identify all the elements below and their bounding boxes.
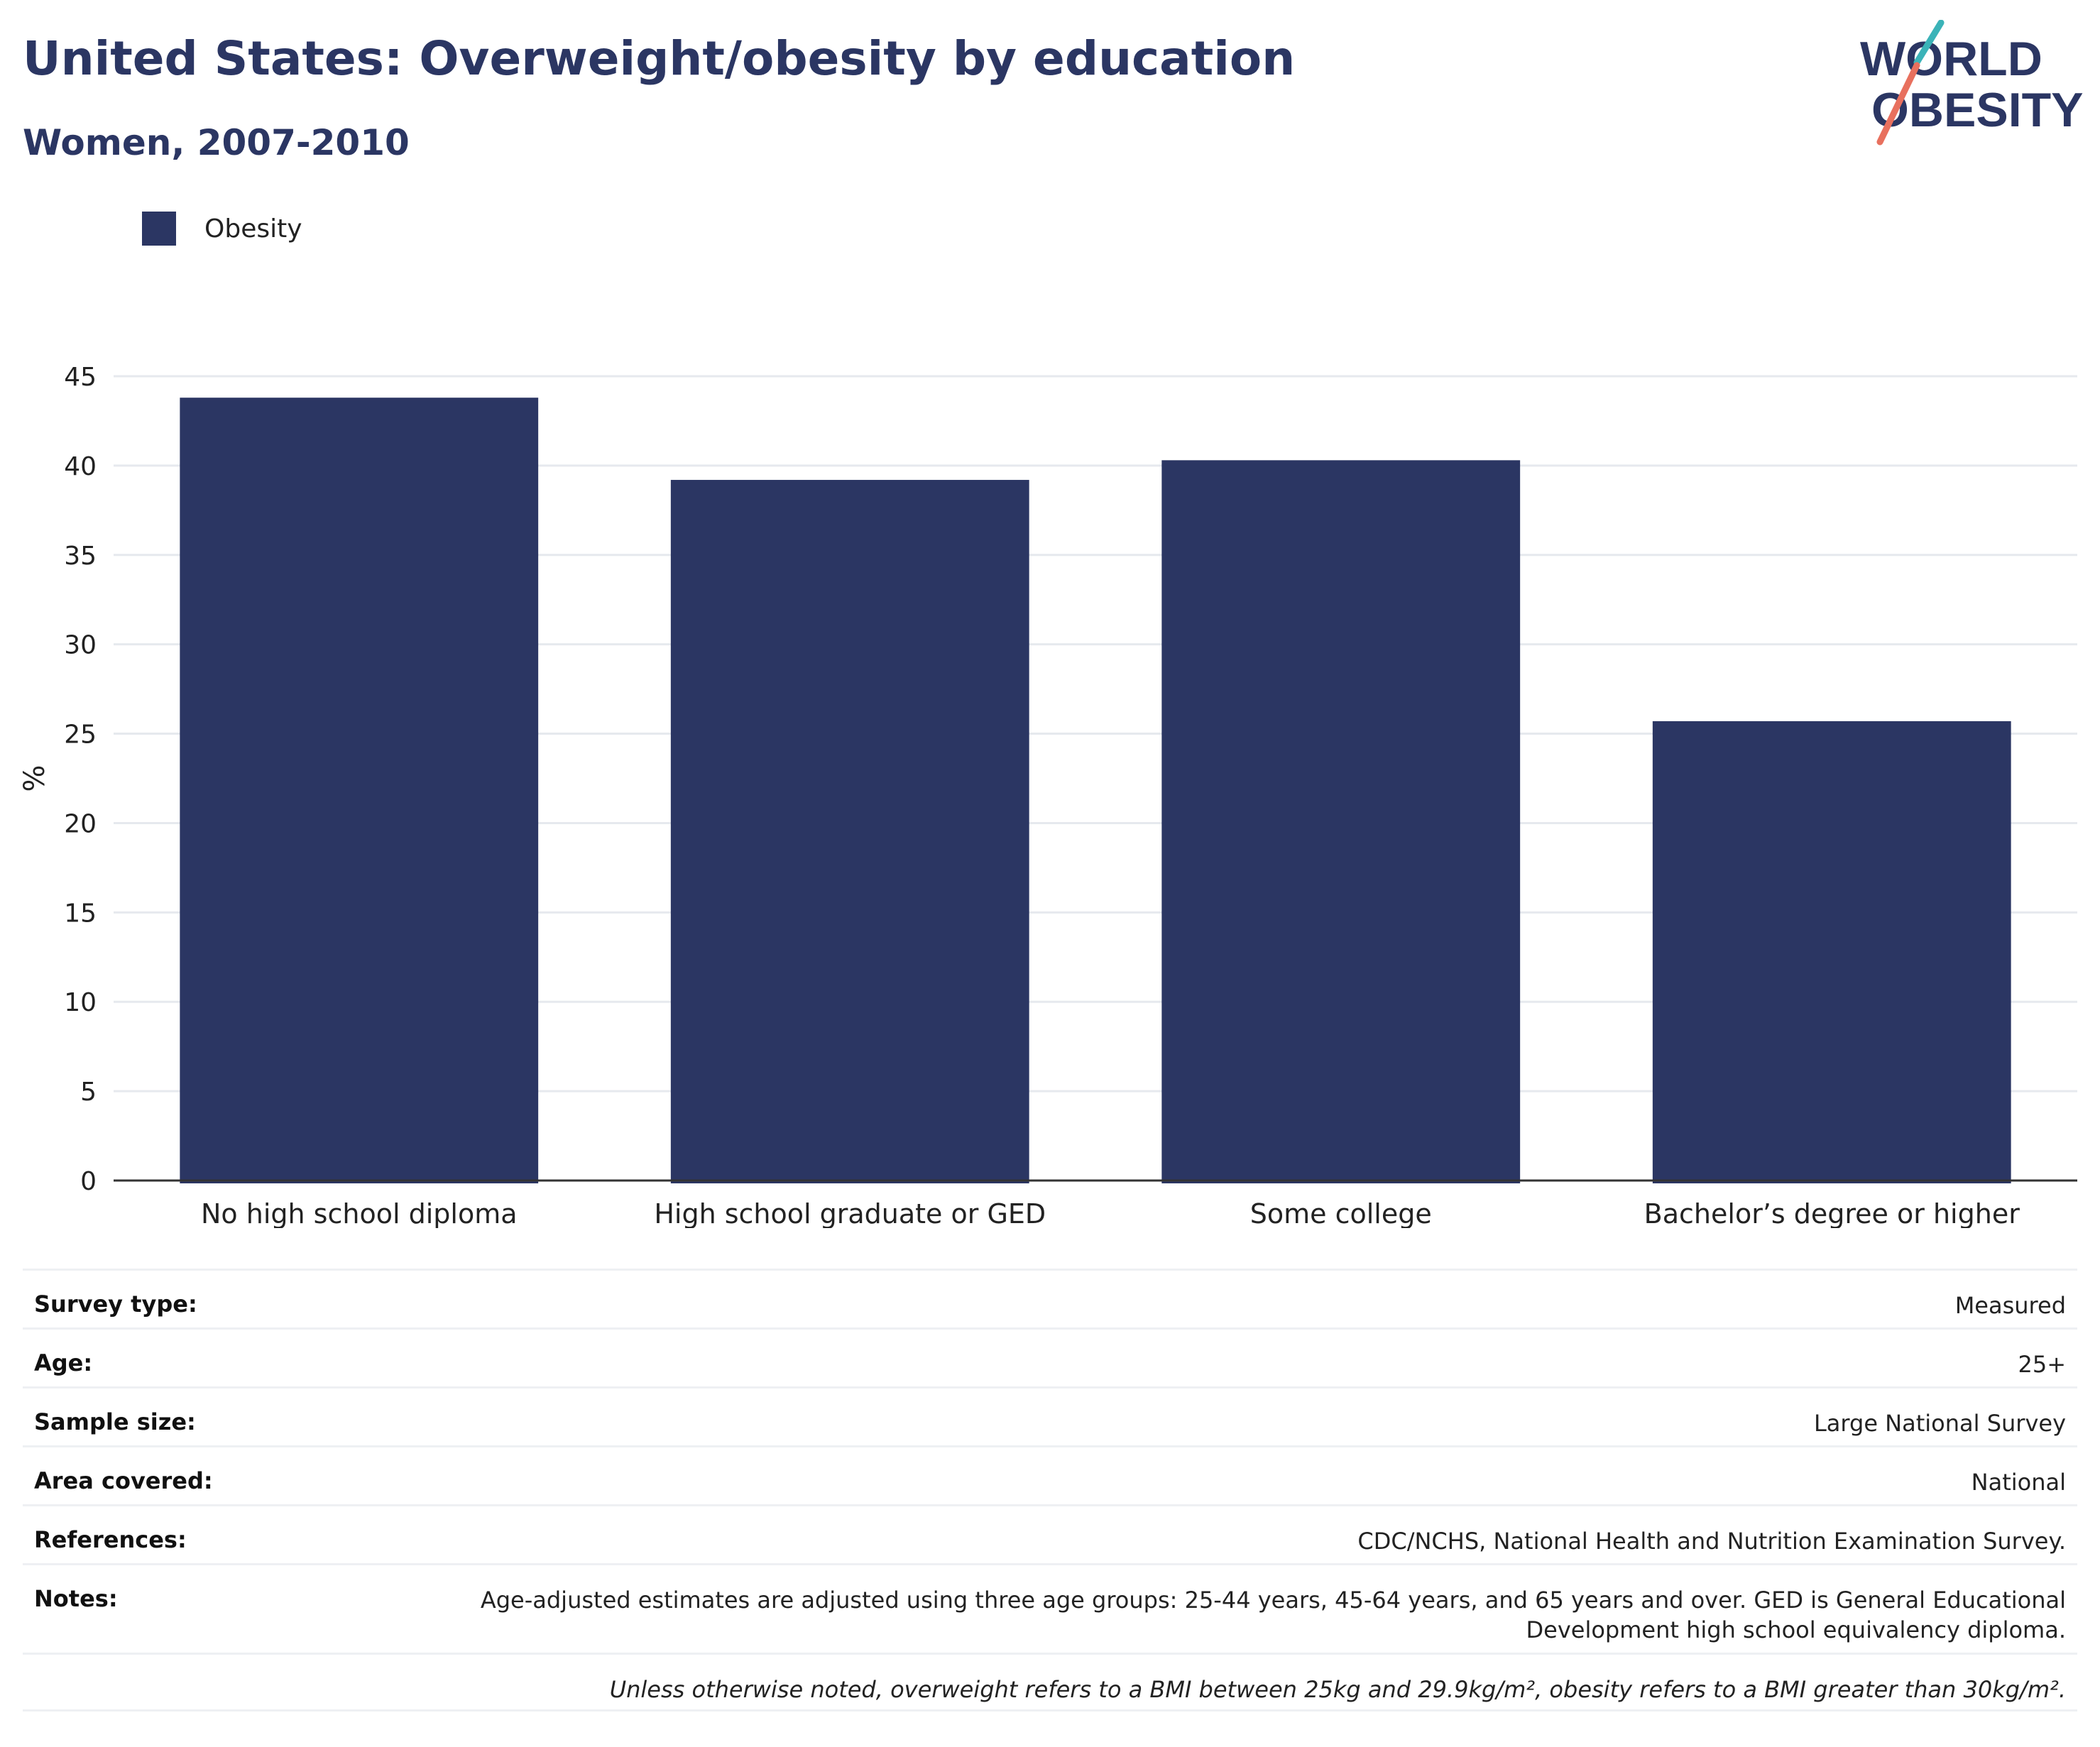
y-tick-label: 20: [64, 809, 97, 838]
logo-word-world: WORLD: [1860, 32, 2042, 86]
y-tick-label: 40: [64, 452, 97, 481]
info-value: CDC/NCHS, National Health and Nutrition …: [1357, 1528, 2066, 1555]
info-row-age: Age: 25+: [23, 1327, 2077, 1386]
info-value: 25+: [2018, 1351, 2066, 1378]
x-tick-label: High school graduate or GED: [654, 1198, 1046, 1228]
info-label: Sample size:: [34, 1408, 196, 1435]
info-row-notes: Notes: Age-adjusted estimates are adjust…: [23, 1563, 2077, 1653]
y-tick-label: 30: [64, 631, 97, 660]
info-label: Survey type:: [34, 1291, 197, 1318]
legend-label-obesity: Obesity: [204, 214, 302, 243]
info-label: Notes:: [34, 1585, 118, 1612]
y-tick-label: 35: [64, 542, 97, 571]
info-value: Large National Survey: [1813, 1410, 2066, 1437]
info-value: Measured: [1954, 1292, 2066, 1319]
info-value: Age-adjusted estimates are adjusted usin…: [480, 1587, 2066, 1643]
info-row-survey-type: Survey type: Measured: [23, 1269, 2077, 1327]
y-tick-label: 10: [64, 988, 97, 1017]
x-tick-label: No high school diploma: [201, 1198, 518, 1228]
y-tick-label: 15: [64, 899, 97, 928]
info-value: National: [1971, 1469, 2066, 1496]
info-footnote: Unless otherwise noted, overweight refer…: [609, 1676, 2066, 1703]
info-row-sample-size: Sample size: Large National Survey: [23, 1386, 2077, 1445]
info-label: References:: [34, 1526, 187, 1553]
info-label: Age:: [34, 1349, 93, 1376]
logo-teal-stroke: [1913, 20, 1945, 66]
y-tick-label: 25: [64, 721, 97, 750]
y-tick-label: 45: [64, 363, 97, 392]
y-axis-label: %: [18, 765, 51, 792]
x-axis-ticks: No high school diploma High school gradua…: [201, 1198, 2020, 1228]
bar-chart: 0 5 10 15 20 25 30 35 40 45 No high school diplom…: [18, 363, 2077, 1228]
y-tick-label: 5: [80, 1078, 97, 1107]
legend-swatch-obesity: [142, 212, 176, 246]
bar-4[interactable]: [1652, 721, 2011, 1183]
x-tick-label: Bachelor’s degree or higher: [1644, 1198, 2020, 1228]
bar-1[interactable]: [180, 398, 539, 1183]
chart-title: United States: Overweight/obesity by edu…: [23, 31, 1296, 86]
x-tick-label: Some college: [1250, 1198, 1432, 1228]
y-tick-label: 0: [80, 1167, 97, 1196]
info-table: Survey type: Measured Age: 25+ Sample si…: [23, 1269, 2077, 1712]
chart-subtitle: Women, 2007-2010: [23, 122, 410, 163]
logo-coral-stroke: [1876, 62, 1920, 146]
info-row-references: References: CDC/NCHS, National Health an…: [23, 1504, 2077, 1563]
info-row-footnote: Unless otherwise noted, overweight refer…: [23, 1653, 2077, 1712]
bar-3[interactable]: [1161, 460, 1521, 1183]
legend[interactable]: Obesity: [142, 210, 302, 247]
info-row-area-covered: Area covered: National: [23, 1445, 2077, 1504]
world-obesity-logo: WORLD OBESITY: [1860, 20, 2084, 146]
y-axis-ticks: 0 5 10 15 20 25 30 35 40 45: [64, 363, 97, 1196]
bar-2[interactable]: [670, 480, 1029, 1183]
bars: [180, 398, 2011, 1183]
info-label: Area covered:: [34, 1467, 213, 1494]
